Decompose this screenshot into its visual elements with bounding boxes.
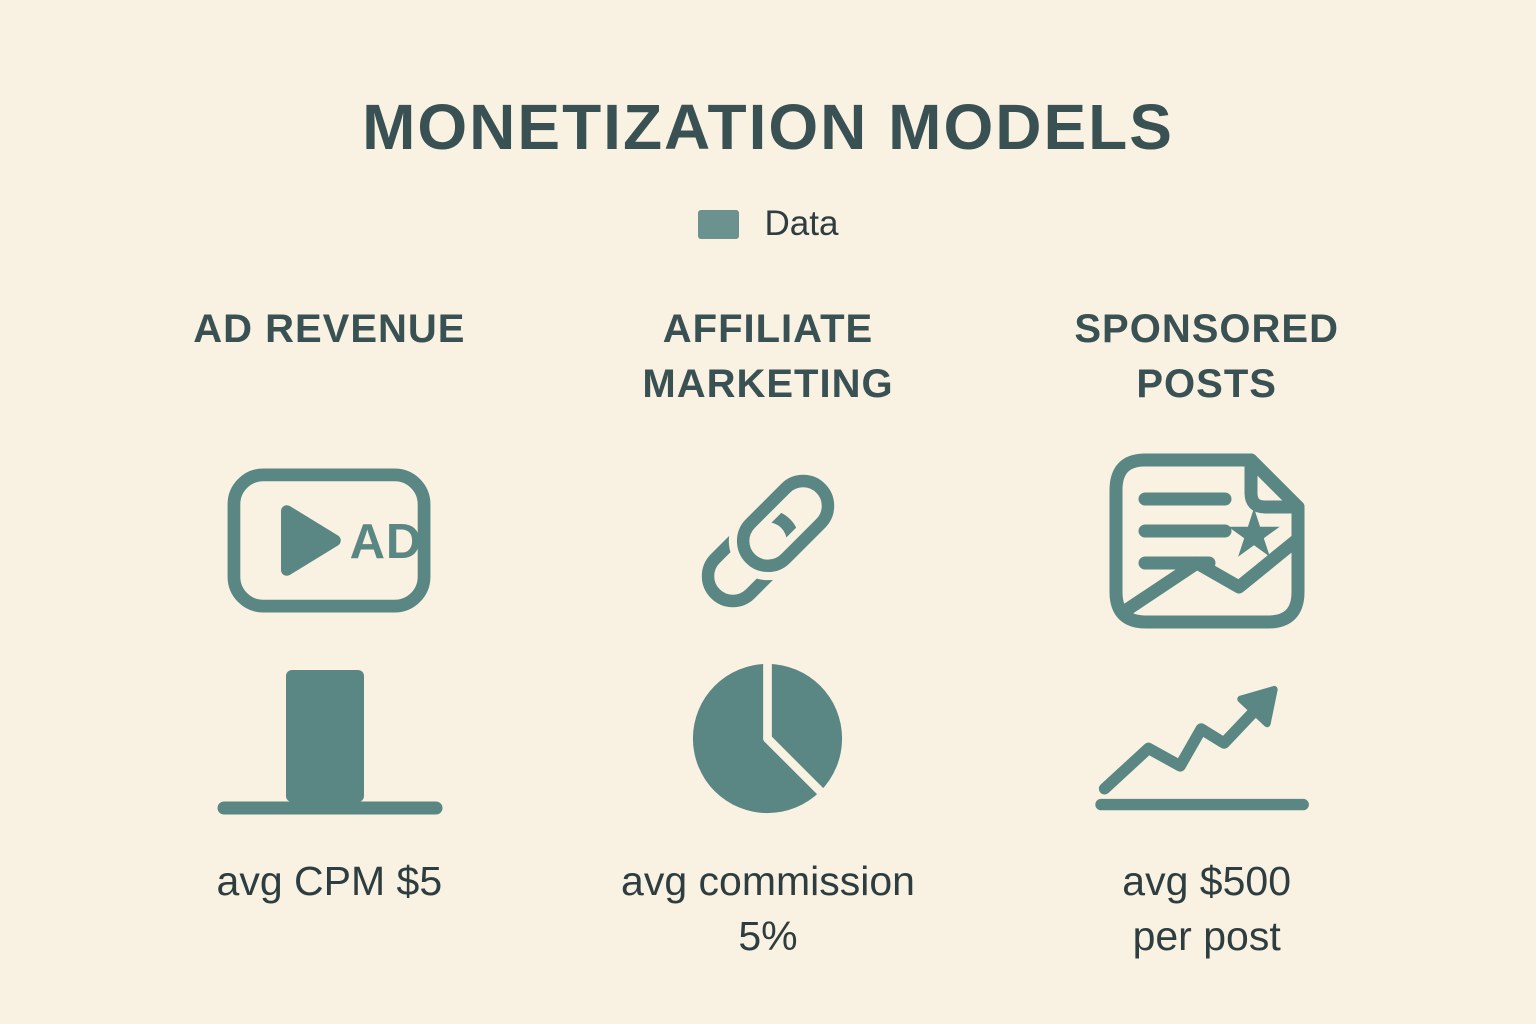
ad-video-icon: AD	[227, 468, 431, 613]
page-title: MONETIZATION MODELS	[362, 91, 1174, 163]
icon-box	[690, 661, 845, 816]
arrowhead	[1237, 685, 1278, 728]
column-header: AD REVENUE	[193, 307, 466, 351]
column-ad-revenue: AD REVENUE AD avg CPM $5	[110, 302, 549, 963]
icon-box	[1092, 661, 1321, 816]
stat-label: avg commission 5%	[621, 858, 915, 959]
icon-box	[1107, 448, 1307, 633]
sponsored-document-icon	[1109, 453, 1305, 628]
trending-up-icon	[1095, 685, 1310, 811]
star-icon	[1227, 507, 1280, 557]
legend-label: Data	[764, 204, 839, 243]
legend-swatch	[697, 209, 739, 239]
pie-chart-icon	[693, 661, 843, 814]
zigzag-line	[1118, 532, 1305, 617]
bar-chart-icon	[217, 670, 443, 815]
ad-badge-text: AD	[350, 515, 423, 569]
icon-box: AD	[226, 448, 432, 633]
column-header: SPONSORED POSTS	[1074, 307, 1339, 407]
column-header: AFFILIATE MARKETING	[642, 307, 894, 407]
icon-box	[214, 661, 444, 816]
folded-corner	[1244, 453, 1305, 513]
icon-box	[682, 448, 854, 633]
stat-label: avg CPM $5	[216, 858, 443, 904]
play-icon	[281, 505, 342, 576]
chain-link-icon	[701, 466, 843, 607]
stat-label: avg $500 per post	[1122, 858, 1292, 959]
legend: Data	[0, 204, 1536, 244]
column-sponsored-posts: SPONSORED POSTS	[987, 302, 1426, 963]
columns-row: AD REVENUE AD avg CPM $5 AFFILIATE MARKE…	[110, 302, 1426, 963]
column-affiliate-marketing: AFFILIATE MARKETING avg commission 5	[549, 302, 988, 963]
